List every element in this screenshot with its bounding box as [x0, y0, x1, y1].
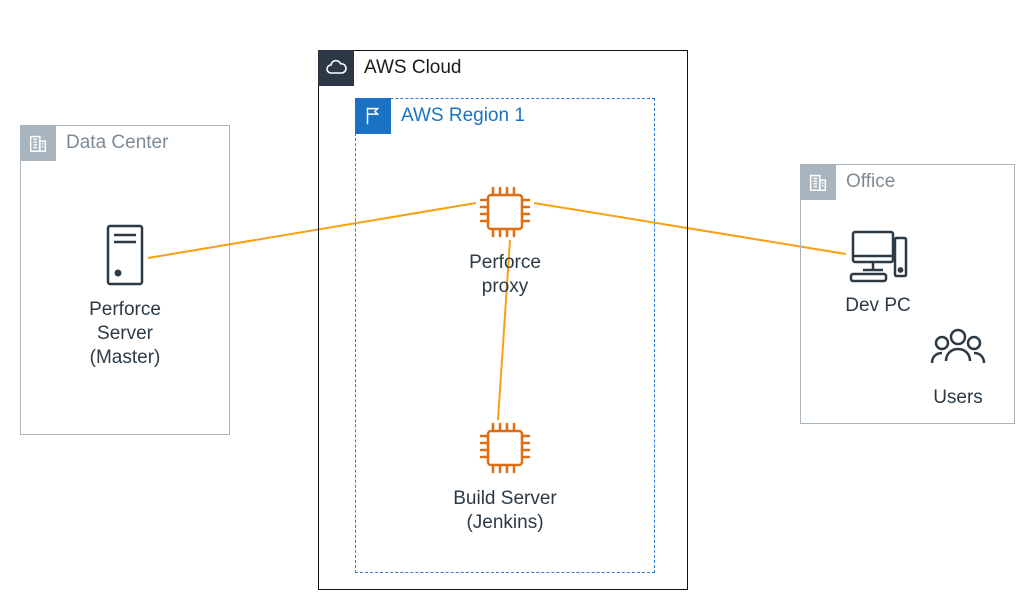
perforce-proxy-label: Perforceproxy: [469, 251, 541, 299]
build-server-node: Build Server(Jenkins): [435, 420, 575, 535]
diagram-stage: Data Center AWS Cloud AWS Region 1: [0, 0, 1024, 596]
server-icon: [105, 223, 145, 292]
dev-pc-label: Dev PC: [845, 294, 910, 318]
aws-region-header: AWS Region 1: [355, 98, 525, 134]
chip-icon: [477, 184, 533, 245]
chip-icon: [477, 420, 533, 481]
flag-icon: [355, 98, 391, 134]
users-label: Users: [933, 386, 983, 410]
perforce-master-label: PerforceServer(Master): [89, 298, 161, 369]
office-title: Office: [836, 171, 895, 193]
perforce-proxy-node: Perforceproxy: [435, 184, 575, 299]
building-icon: [800, 164, 836, 200]
dev-pc-node: Dev PC: [808, 228, 948, 318]
data-center-title: Data Center: [56, 132, 168, 154]
cloud-icon: [318, 50, 354, 86]
pc-icon: [847, 228, 909, 288]
users-icon: [928, 325, 988, 380]
perforce-master-node: PerforceServer(Master): [55, 223, 195, 369]
build-server-label: Build Server(Jenkins): [453, 487, 557, 535]
aws-region-title: AWS Region 1: [391, 105, 525, 127]
building-icon: [20, 125, 56, 161]
data-center-header: Data Center: [20, 125, 168, 161]
office-header: Office: [800, 164, 895, 200]
aws-cloud-header: AWS Cloud: [318, 50, 462, 86]
aws-cloud-title: AWS Cloud: [354, 57, 462, 79]
users-node: Users: [888, 325, 1024, 410]
